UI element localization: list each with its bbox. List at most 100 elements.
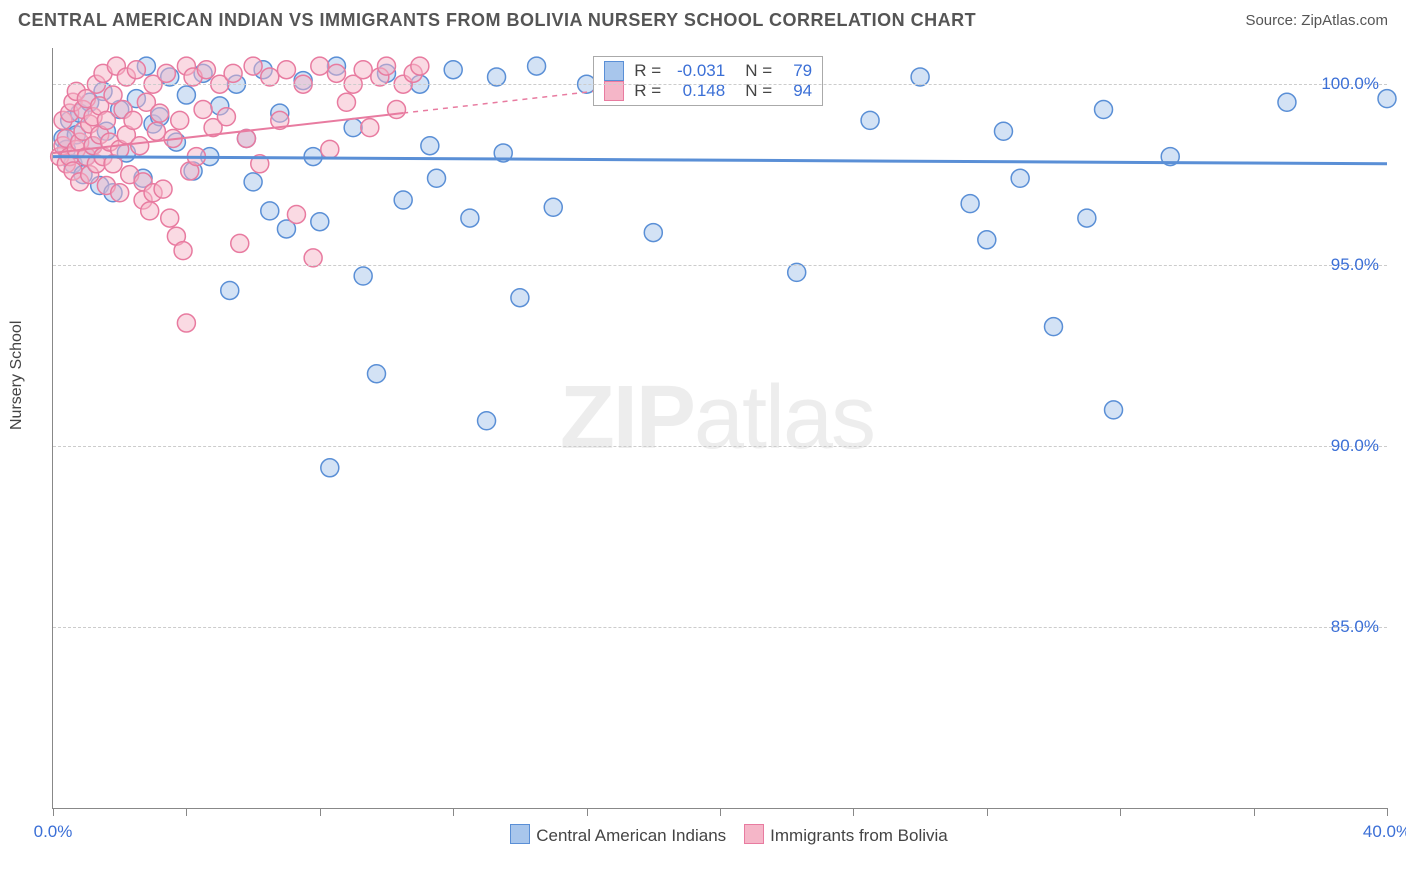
scatter-point [111, 184, 129, 202]
scatter-point [411, 57, 429, 75]
scatter-point [388, 101, 406, 119]
gridline [53, 446, 1387, 447]
legend-label: Central American Indians [536, 826, 726, 845]
scatter-point [961, 195, 979, 213]
scatter-point [344, 119, 362, 137]
r-label: R = [634, 61, 661, 81]
scatter-point [327, 64, 345, 82]
scatter-point [978, 231, 996, 249]
scatter-point [1045, 318, 1063, 336]
x-tick [1254, 808, 1255, 816]
scatter-point [124, 111, 142, 129]
y-tick-label: 95.0% [1331, 255, 1379, 275]
scatter-point [861, 111, 879, 129]
scatter-point [147, 122, 165, 140]
scatter-point [177, 86, 195, 104]
scatter-point [511, 289, 529, 307]
scatter-point [244, 57, 262, 75]
scatter-point [171, 111, 189, 129]
scatter-point [154, 180, 172, 198]
scatter-point [194, 101, 212, 119]
gridline [53, 627, 1387, 628]
scatter-point [127, 61, 145, 79]
scatter-point [1078, 209, 1096, 227]
scatter-point [141, 202, 159, 220]
scatter-point [1278, 93, 1296, 111]
scatter-point [311, 57, 329, 75]
scatter-point [224, 64, 242, 82]
scatter-point [478, 412, 496, 430]
scatter-point [994, 122, 1012, 140]
x-tick [1120, 808, 1121, 816]
scatter-point [161, 209, 179, 227]
scatter-point [261, 202, 279, 220]
scatter-point [428, 169, 446, 187]
x-tick-label: 40.0% [1363, 822, 1406, 842]
chart-header: CENTRAL AMERICAN INDIAN VS IMMIGRANTS FR… [0, 0, 1406, 37]
scatter-point [1105, 401, 1123, 419]
scatter-point [361, 119, 379, 137]
x-tick [987, 808, 988, 816]
x-tick [1387, 808, 1388, 816]
scatter-point [174, 242, 192, 260]
chart-title: CENTRAL AMERICAN INDIAN VS IMMIGRANTS FR… [18, 10, 976, 31]
n-value: 79 [782, 61, 812, 81]
scatter-point [354, 61, 372, 79]
scatter-point [231, 234, 249, 252]
gridline [53, 84, 1387, 85]
legend-swatch [510, 824, 530, 844]
scatter-point [151, 104, 169, 122]
x-tick [320, 808, 321, 816]
scatter-point [97, 111, 115, 129]
chart-source: Source: ZipAtlas.com [1245, 12, 1388, 29]
y-tick-label: 90.0% [1331, 436, 1379, 456]
scatter-point [321, 140, 339, 158]
scatter-point [337, 93, 355, 111]
scatter-point [244, 173, 262, 191]
scatter-point [287, 205, 305, 223]
scatter-point [1011, 169, 1029, 187]
y-tick-label: 100.0% [1321, 74, 1379, 94]
x-tick [720, 808, 721, 816]
scatter-point [378, 57, 396, 75]
x-tick [186, 808, 187, 816]
legend-label: Immigrants from Bolivia [770, 826, 948, 845]
scatter-point [528, 57, 546, 75]
chart-plot-area: ZIPatlas R =-0.031N =79R =0.148N =94 Cen… [52, 48, 1387, 809]
scatter-point [461, 209, 479, 227]
scatter-point [1095, 101, 1113, 119]
x-tick [587, 808, 588, 816]
scatter-point [544, 198, 562, 216]
legend-swatch [604, 61, 624, 81]
scatter-point [311, 213, 329, 231]
scatter-point [354, 267, 372, 285]
scatter-point [1378, 90, 1396, 108]
scatter-point [444, 61, 462, 79]
scatter-point [644, 224, 662, 242]
n-label: N = [745, 61, 772, 81]
gridline [53, 265, 1387, 266]
scatter-point [131, 137, 149, 155]
stats-legend-box: R =-0.031N =79R =0.148N =94 [593, 56, 823, 106]
scatter-point [177, 314, 195, 332]
scatter-point [421, 137, 439, 155]
scatter-point [394, 191, 412, 209]
y-axis-label: Nursery School [8, 321, 26, 430]
scatter-point [217, 108, 235, 126]
scatter-point [321, 459, 339, 477]
scatter-point [221, 281, 239, 299]
stats-row: R = -0.031 N = 79 [604, 61, 812, 81]
legend-swatch [744, 824, 764, 844]
x-tick [853, 808, 854, 816]
x-tick [53, 808, 54, 816]
scatter-point [277, 61, 295, 79]
scatter-point [157, 64, 175, 82]
scatter-point [197, 61, 215, 79]
x-tick-label: 0.0% [34, 822, 73, 842]
y-tick-label: 85.0% [1331, 617, 1379, 637]
scatter-point [367, 365, 385, 383]
x-tick [453, 808, 454, 816]
legend-bottom: Central American Indians Immigrants from … [53, 824, 1387, 846]
r-value: -0.031 [671, 61, 725, 81]
chart-svg [53, 48, 1387, 808]
